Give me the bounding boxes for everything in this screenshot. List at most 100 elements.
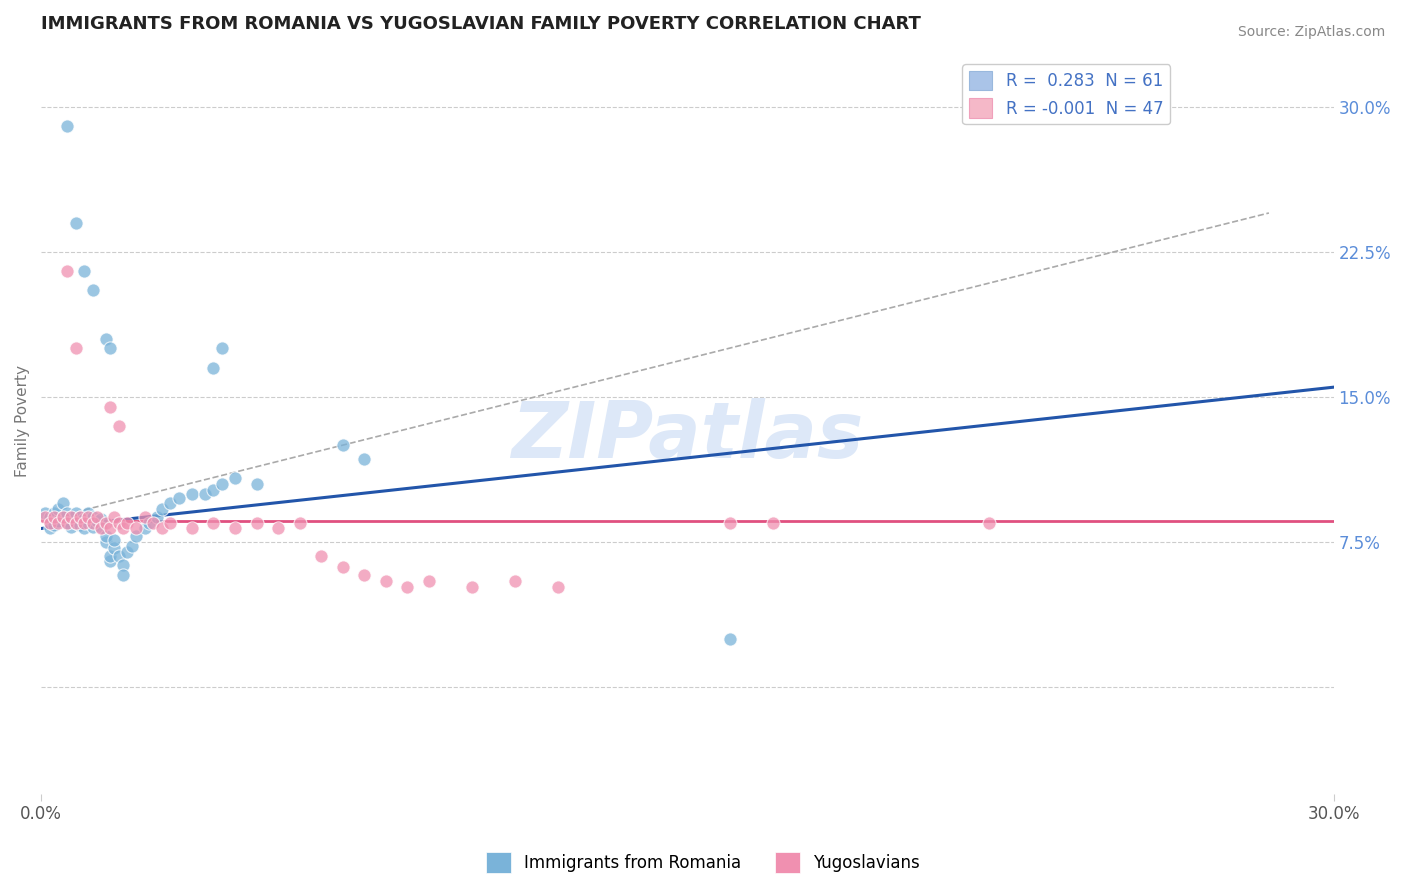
Point bbox=[90, 521, 112, 535]
Point bbox=[159, 516, 181, 530]
Point bbox=[150, 502, 173, 516]
Point bbox=[134, 521, 156, 535]
Point bbox=[42, 509, 65, 524]
Point bbox=[60, 519, 83, 533]
Point bbox=[211, 477, 233, 491]
Point bbox=[159, 496, 181, 510]
Point bbox=[98, 521, 121, 535]
Point bbox=[121, 539, 143, 553]
Point bbox=[224, 521, 246, 535]
Point bbox=[180, 521, 202, 535]
Point bbox=[138, 516, 160, 530]
Point bbox=[65, 506, 87, 520]
Point bbox=[211, 342, 233, 356]
Point bbox=[418, 574, 440, 588]
Point bbox=[82, 516, 104, 530]
Point bbox=[82, 284, 104, 298]
Point bbox=[461, 580, 484, 594]
Point bbox=[56, 516, 79, 530]
Point bbox=[90, 512, 112, 526]
Point bbox=[125, 521, 148, 535]
Point bbox=[52, 509, 75, 524]
Point bbox=[288, 516, 311, 530]
Point bbox=[65, 516, 87, 530]
Point bbox=[194, 486, 217, 500]
Point bbox=[142, 516, 165, 530]
Text: Source: ZipAtlas.com: Source: ZipAtlas.com bbox=[1237, 25, 1385, 39]
Point bbox=[503, 574, 526, 588]
Text: ZIPatlas: ZIPatlas bbox=[512, 398, 863, 474]
Point bbox=[56, 506, 79, 520]
Point bbox=[42, 506, 65, 520]
Point bbox=[94, 332, 117, 346]
Point bbox=[86, 509, 108, 524]
Point bbox=[718, 632, 741, 646]
Point bbox=[146, 509, 169, 524]
Point bbox=[107, 516, 129, 530]
Point bbox=[77, 509, 100, 524]
Point bbox=[245, 477, 267, 491]
Point bbox=[98, 400, 121, 414]
Point bbox=[34, 509, 56, 524]
Point bbox=[134, 509, 156, 524]
Point bbox=[73, 516, 96, 530]
Point bbox=[977, 516, 1000, 530]
Point bbox=[56, 119, 79, 133]
Point bbox=[396, 580, 419, 594]
Point bbox=[202, 516, 225, 530]
Point bbox=[718, 516, 741, 530]
Point bbox=[111, 568, 134, 582]
Point bbox=[150, 521, 173, 535]
Point bbox=[353, 568, 375, 582]
Point bbox=[202, 483, 225, 497]
Point bbox=[111, 521, 134, 535]
Legend: Immigrants from Romania, Yugoslavians: Immigrants from Romania, Yugoslavians bbox=[479, 846, 927, 880]
Point bbox=[46, 514, 69, 528]
Point bbox=[762, 516, 785, 530]
Point bbox=[107, 549, 129, 563]
Point bbox=[98, 554, 121, 568]
Point bbox=[65, 216, 87, 230]
Point bbox=[94, 516, 117, 530]
Point bbox=[103, 541, 125, 555]
Point bbox=[69, 509, 91, 524]
Point bbox=[69, 517, 91, 532]
Point bbox=[60, 509, 83, 524]
Legend: R =  0.283  N = 61, R = -0.001  N = 47: R = 0.283 N = 61, R = -0.001 N = 47 bbox=[963, 64, 1170, 124]
Point bbox=[82, 519, 104, 533]
Point bbox=[46, 516, 69, 530]
Point bbox=[98, 549, 121, 563]
Point bbox=[46, 502, 69, 516]
Point bbox=[267, 521, 290, 535]
Point bbox=[103, 509, 125, 524]
Point bbox=[117, 516, 139, 530]
Point bbox=[547, 580, 569, 594]
Point bbox=[224, 471, 246, 485]
Point bbox=[90, 519, 112, 533]
Text: IMMIGRANTS FROM ROMANIA VS YUGOSLAVIAN FAMILY POVERTY CORRELATION CHART: IMMIGRANTS FROM ROMANIA VS YUGOSLAVIAN F… bbox=[41, 15, 921, 33]
Point bbox=[98, 342, 121, 356]
Point bbox=[111, 558, 134, 573]
Point bbox=[38, 521, 60, 535]
Point bbox=[52, 509, 75, 524]
Point bbox=[77, 506, 100, 520]
Point bbox=[69, 509, 91, 524]
Point bbox=[94, 535, 117, 549]
Point bbox=[180, 486, 202, 500]
Point bbox=[73, 264, 96, 278]
Point bbox=[73, 512, 96, 526]
Point bbox=[117, 545, 139, 559]
Point bbox=[77, 516, 100, 530]
Point bbox=[103, 533, 125, 547]
Point bbox=[86, 514, 108, 528]
Y-axis label: Family Poverty: Family Poverty bbox=[15, 365, 30, 477]
Point bbox=[353, 451, 375, 466]
Point bbox=[65, 342, 87, 356]
Point bbox=[52, 496, 75, 510]
Point bbox=[125, 529, 148, 543]
Point bbox=[202, 360, 225, 375]
Point bbox=[309, 549, 332, 563]
Point bbox=[245, 516, 267, 530]
Point bbox=[42, 517, 65, 532]
Point bbox=[60, 509, 83, 524]
